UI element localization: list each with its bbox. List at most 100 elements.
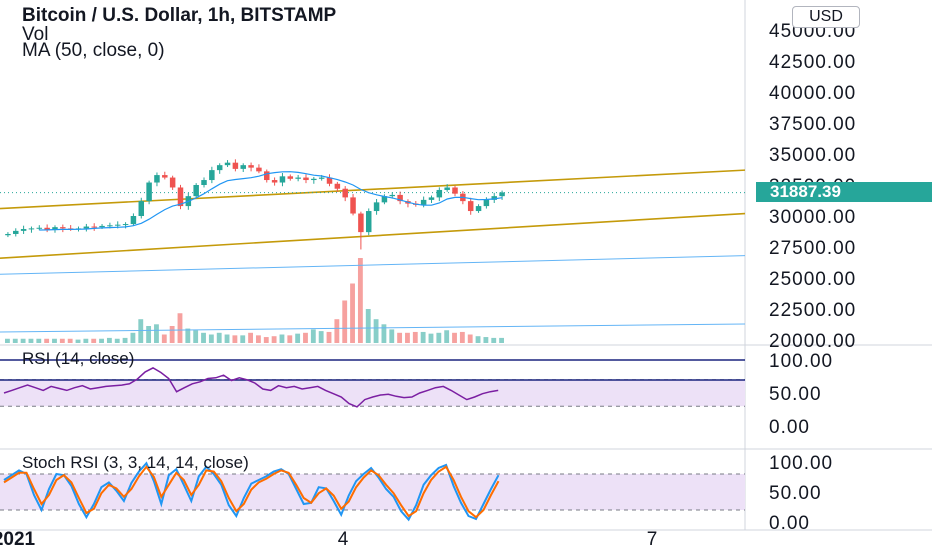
candle-body: [20, 229, 27, 231]
volume-bar: [185, 328, 191, 343]
volume-bar: [169, 326, 175, 343]
volume-bar: [452, 332, 457, 343]
currency-button[interactable]: USD: [792, 6, 860, 28]
candle-body: [248, 165, 254, 168]
candle-body: [169, 177, 176, 188]
candle-body: [483, 199, 490, 207]
rsi-tick-label: 100.00: [769, 351, 833, 372]
candle-body: [162, 175, 168, 178]
volume-bar: [350, 283, 355, 343]
volume-bar: [381, 324, 387, 343]
candle-body: [232, 162, 239, 169]
volume-label: Vol: [22, 24, 49, 45]
candle-body: [122, 224, 129, 226]
candle-body: [287, 176, 294, 179]
volume-bar: [67, 338, 73, 343]
stoch-pane: [0, 461, 745, 522]
candle-body: [201, 180, 207, 185]
price-tick-label: 27500.00: [769, 238, 856, 259]
volume-bar: [52, 338, 57, 343]
volume-bar: [75, 339, 81, 343]
candle-body: [365, 211, 372, 233]
candle-body: [154, 175, 160, 183]
ma-label: MA (50, close, 0): [22, 40, 165, 61]
candle-body: [209, 170, 215, 181]
time-tick-label: 2021: [0, 529, 36, 550]
volume-bar: [459, 331, 465, 343]
candle-body: [138, 201, 145, 216]
candle-body: [28, 228, 35, 230]
volume-bar: [405, 332, 410, 343]
candle-body: [264, 171, 270, 181]
price-tick-label: 20000.00: [769, 331, 856, 352]
volume-bar: [334, 319, 340, 343]
volume-bar: [28, 338, 34, 343]
candle-body: [311, 178, 317, 181]
volume-bar: [240, 335, 246, 343]
candle-body: [334, 183, 341, 189]
candle-body: [318, 177, 325, 179]
candle-body: [436, 189, 443, 198]
volume-bar: [365, 309, 371, 343]
volume-bar: [483, 337, 489, 343]
volume-bar: [106, 337, 112, 343]
volume-bar: [20, 338, 26, 343]
volume-bar: [12, 338, 18, 343]
stoch-k-line: [3, 461, 500, 522]
candle-body: [303, 177, 309, 181]
chart-title: Bitcoin / U.S. Dollar, 1h, BITSTAMP: [22, 5, 337, 26]
volume-bar: [59, 338, 65, 343]
volume-bar: [310, 329, 316, 343]
volume-bar: [256, 335, 261, 343]
stoch-d-line: [3, 465, 500, 519]
candle-body: [216, 165, 223, 171]
candle-body: [397, 194, 403, 202]
price-tick-label: 30000.00: [769, 207, 856, 228]
volume-bar: [428, 333, 434, 343]
stoch-tick-label: 100.00: [769, 453, 833, 474]
rsi-pane: [0, 359, 745, 408]
volume-bar: [248, 332, 253, 343]
volume-bar: [357, 258, 363, 343]
candle-body: [224, 162, 231, 166]
volume-bar: [138, 319, 144, 343]
volume-bar: [5, 338, 10, 343]
candle-body: [83, 226, 90, 229]
candle-body: [13, 230, 19, 234]
candle-body: [358, 213, 364, 233]
last-price-tag: 31887.39: [756, 182, 932, 202]
volume-bar: [295, 333, 301, 343]
volume-bar: [208, 334, 214, 343]
volume-bar: [397, 332, 403, 343]
candle-body: [452, 187, 458, 194]
candle-body: [342, 188, 348, 198]
candle-body: [326, 177, 333, 184]
volume-bar: [154, 324, 159, 343]
volume-bar: [467, 334, 473, 343]
rsi-line: [3, 367, 499, 408]
upper-channel: [0, 169, 746, 210]
candle-body: [444, 187, 450, 190]
candle-body: [130, 216, 137, 225]
volume-trendline: [0, 323, 746, 333]
volume-bar: [193, 330, 199, 343]
candle-body: [193, 185, 199, 197]
candle-body: [240, 165, 246, 169]
volume-bar: [412, 331, 418, 343]
volume-bar: [224, 334, 230, 343]
candle-body: [467, 201, 474, 212]
volume-bar: [475, 336, 481, 343]
volume-bar: [436, 332, 442, 343]
volume-bar: [287, 335, 293, 343]
volume-bar: [303, 332, 308, 343]
candle-body: [99, 225, 105, 228]
volume-bar: [279, 334, 285, 343]
volume-bar: [36, 338, 42, 343]
candle-body: [177, 187, 184, 207]
volume-bar: [114, 338, 120, 343]
volume-bar: [146, 326, 152, 343]
volume-bar: [122, 337, 128, 343]
volume-bar: [491, 337, 497, 343]
volume-bar: [130, 332, 136, 343]
